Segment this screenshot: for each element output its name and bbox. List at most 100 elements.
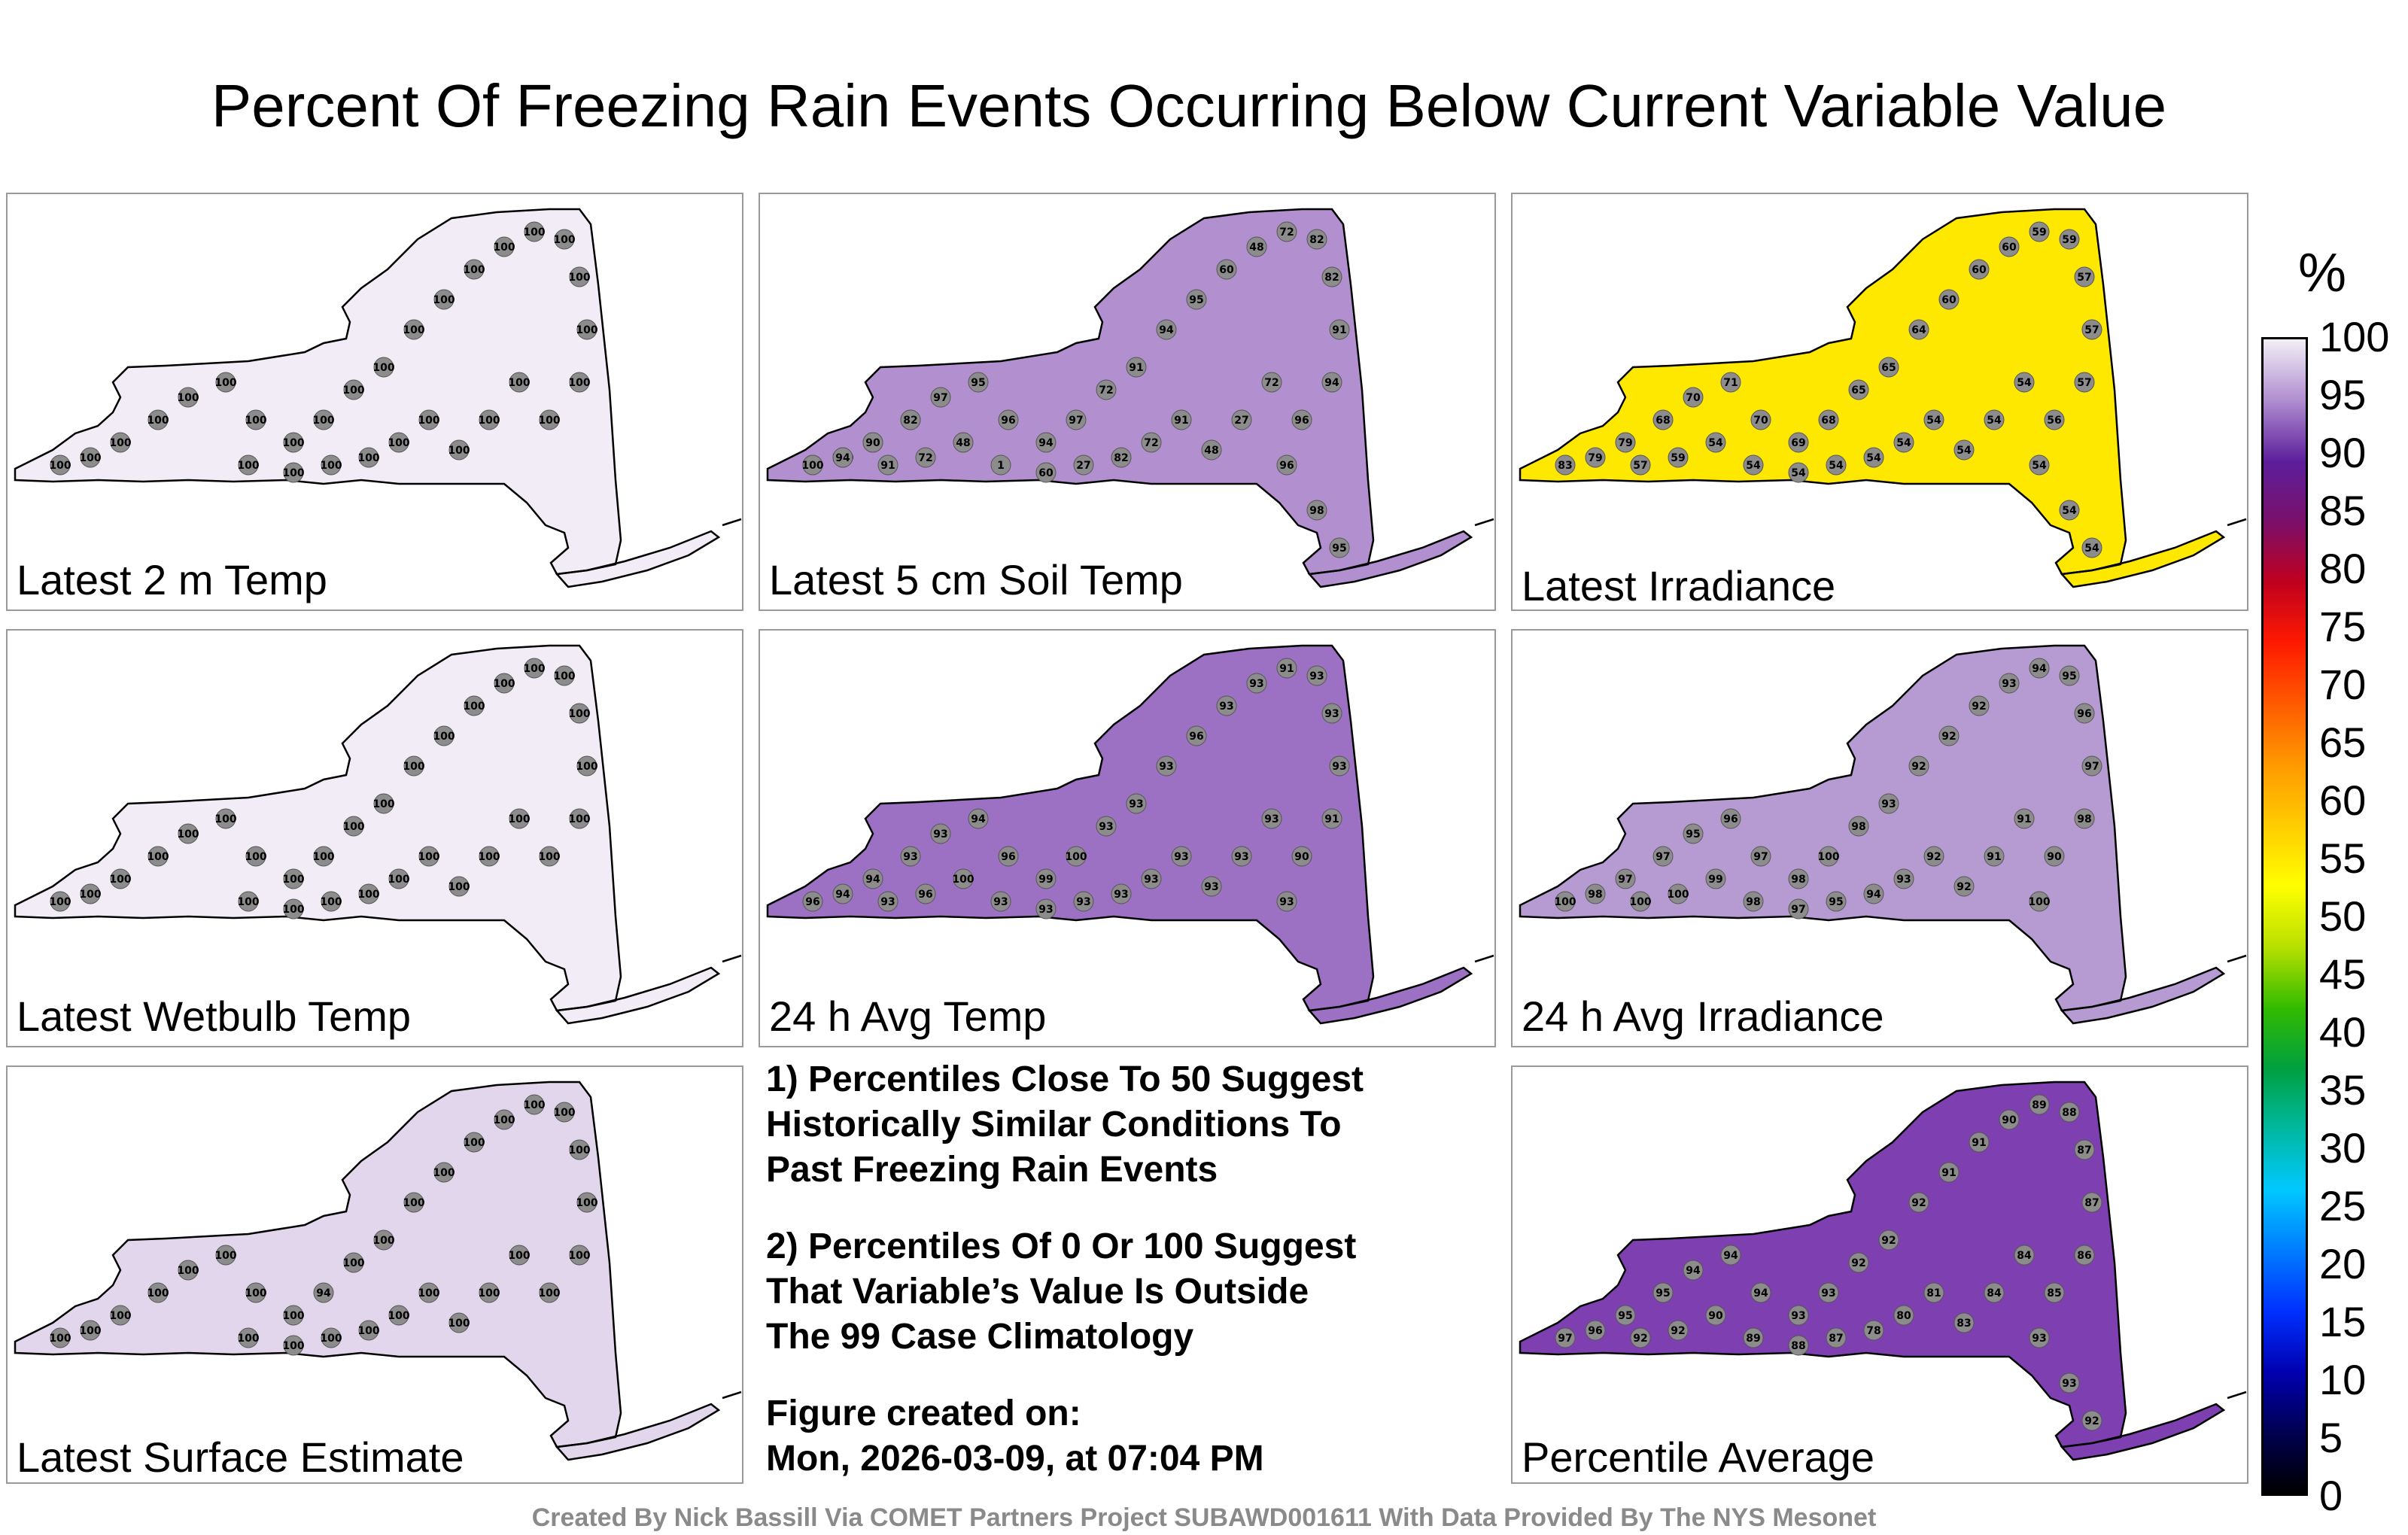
station-marker: 81 — [1923, 1282, 1944, 1303]
station-marker: 94 — [832, 447, 853, 468]
station-marker: 91 — [1276, 658, 1297, 679]
station-dot — [1750, 1282, 1771, 1303]
station-value: 95 — [1332, 543, 1346, 555]
station-dot — [2074, 703, 2095, 724]
station-dot — [1035, 898, 1057, 919]
station-dot — [388, 432, 409, 453]
station-dot — [1276, 891, 1297, 912]
station-dot — [1652, 846, 1674, 867]
station-dot — [1186, 289, 1207, 310]
station-dot — [1788, 898, 1809, 919]
station-value: 81 — [1926, 1287, 1941, 1299]
station-dot — [1246, 236, 1267, 257]
station-value: 93 — [1038, 904, 1053, 916]
station-dot — [2059, 1102, 2080, 1123]
station-value: 100 — [237, 1333, 259, 1345]
station-dot — [2074, 266, 2095, 287]
station-marker: 72 — [1276, 221, 1297, 242]
station-value: 100 — [403, 324, 424, 336]
station-marker: 71 — [1720, 372, 1741, 393]
station-value: 99 — [1038, 874, 1053, 886]
station-marker: 48 — [1246, 236, 1267, 257]
station-dot — [373, 1230, 394, 1251]
station-marker: 91 — [1984, 846, 2005, 867]
station-dot — [554, 665, 575, 686]
station-marker: 100 — [403, 1192, 425, 1213]
station-marker: 93 — [1329, 755, 1350, 777]
station-marker: 93 — [1201, 876, 1222, 897]
station-dot — [1246, 673, 1267, 694]
station-dot — [968, 808, 989, 829]
station-value: 54 — [1746, 460, 1761, 472]
station-marker: 68 — [1652, 409, 1674, 430]
station-value: 93 — [1174, 851, 1188, 863]
station-value: 93 — [1129, 798, 1143, 810]
station-marker: 100 — [388, 1305, 410, 1326]
station-marker: 1 — [990, 454, 1011, 476]
station-marker: 94 — [313, 1282, 334, 1303]
station-marker: 90 — [862, 432, 883, 453]
station-value: 94 — [1324, 377, 1339, 389]
station-value: 82 — [1114, 452, 1128, 464]
station-marker: 97 — [1788, 898, 1809, 919]
station-marker: 93 — [1999, 673, 2020, 694]
colorbar-tick-label: 5 — [2319, 1414, 2343, 1461]
station-value: 100 — [214, 377, 236, 389]
station-marker: 99 — [1035, 868, 1057, 889]
station-marker: 100 — [214, 372, 237, 393]
station-value: 100 — [448, 445, 470, 457]
station-marker: 100 — [237, 891, 260, 912]
colorbar-tick-label: 55 — [2319, 834, 2367, 882]
station-dot — [1261, 808, 1282, 829]
map-svg: 100 100 100 100 100 100 100 100 100 100 100 100 100 1… — [14, 644, 742, 1025]
station-value: 100 — [342, 821, 364, 833]
station-marker: 68 — [1818, 409, 1839, 430]
station-marker: 95 — [2059, 665, 2080, 686]
station-value: 100 — [49, 1333, 71, 1345]
station-value: 1 — [997, 460, 1005, 472]
station-value: 85 — [2047, 1287, 2061, 1299]
station-value: 93 — [1332, 761, 1346, 773]
station-value: 54 — [2017, 377, 2032, 389]
station-marker: 100 — [553, 665, 576, 686]
station-marker: 93 — [1216, 695, 1237, 716]
station-dot — [576, 1192, 597, 1213]
station-marker: 90 — [1999, 1109, 2020, 1130]
station-dot — [1863, 447, 1884, 468]
station-dot — [1878, 357, 1899, 378]
station-dot — [1863, 883, 1884, 904]
station-value: 92 — [1633, 1333, 1647, 1345]
station-marker: 100 — [463, 695, 485, 716]
station-dot — [569, 266, 590, 287]
station-marker: 100 — [523, 658, 546, 679]
station-dot — [576, 319, 597, 340]
station-value: 57 — [2084, 324, 2099, 336]
station-dot — [953, 432, 974, 453]
station-dot — [953, 868, 974, 889]
station-marker: 100 — [357, 447, 380, 468]
station-marker: 100 — [282, 432, 305, 453]
colorbar-tick-label: 15 — [2319, 1298, 2367, 1345]
station-marker: 54 — [1788, 462, 1809, 483]
station-value: 83 — [1558, 460, 1572, 472]
station-dot — [1705, 1305, 1726, 1326]
station-marker: 100 — [177, 1260, 199, 1281]
colorbar-tick-label: 25 — [2319, 1182, 2367, 1230]
station-dot — [1652, 409, 1674, 430]
station-marker: 54 — [1826, 454, 1847, 476]
station-dot — [1848, 1252, 1869, 1273]
station-value: 100 — [147, 415, 169, 427]
station-dot — [1938, 1162, 1960, 1183]
station-dot — [1291, 846, 1312, 867]
station-marker: 72 — [1141, 432, 1162, 453]
station-marker: 100 — [388, 432, 410, 453]
station-value: 100 — [952, 874, 974, 886]
station-value: 91 — [1174, 415, 1188, 427]
station-value: 94 — [835, 452, 850, 464]
station-dot — [80, 447, 101, 468]
station-value: 92 — [2084, 1415, 2099, 1427]
station-dot — [1908, 319, 1929, 340]
station-value: 54 — [2062, 505, 2077, 517]
station-dot — [1615, 868, 1636, 889]
station-dot — [1035, 432, 1057, 453]
